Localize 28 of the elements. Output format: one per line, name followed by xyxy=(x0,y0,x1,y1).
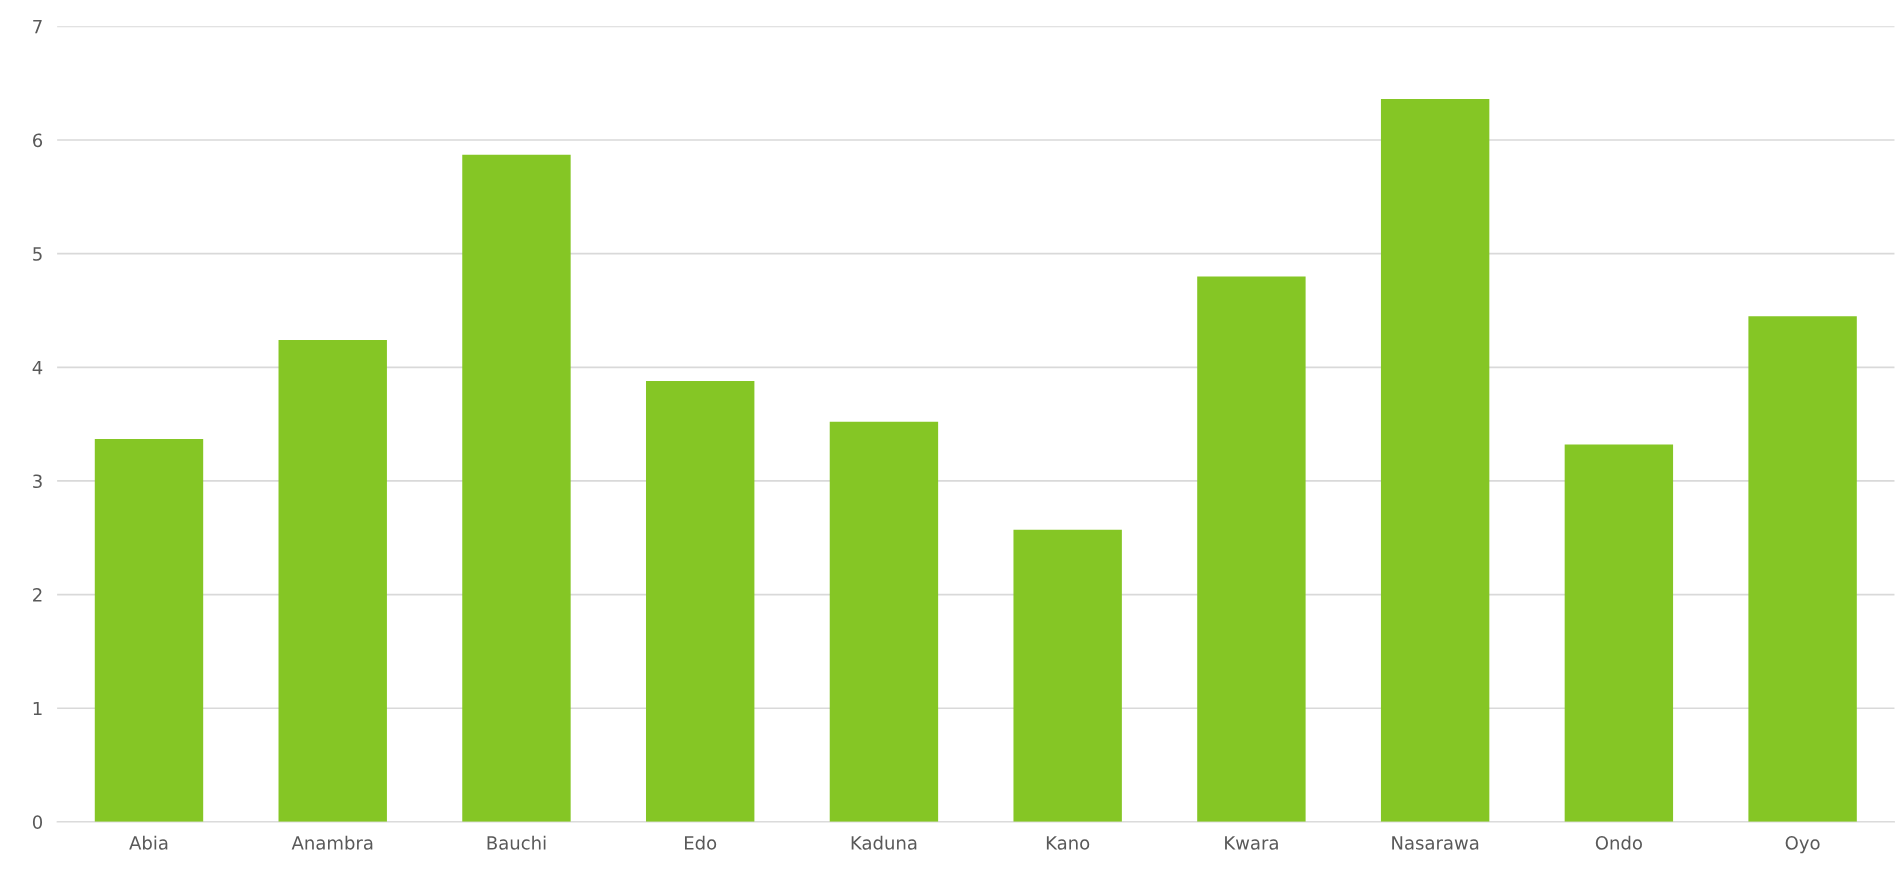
x-tick-label: Oyo xyxy=(1785,836,1820,854)
bar xyxy=(278,340,387,822)
y-tick-label: 3 xyxy=(33,474,42,489)
x-tick-label: Kwara xyxy=(1225,836,1278,850)
x-tick-label: Nasarawa xyxy=(1392,836,1479,850)
y-tick-label: 1 xyxy=(33,701,42,716)
bar xyxy=(462,154,571,822)
bar xyxy=(1013,529,1122,822)
bar xyxy=(1748,316,1857,822)
y-tick-label: 2 xyxy=(33,588,42,602)
x-tick-label: Bauchi xyxy=(487,835,546,850)
x-tick-label: Ondo xyxy=(1595,835,1642,850)
y-tick-label: 7 xyxy=(33,20,42,34)
y-tick-label: 6 xyxy=(33,133,43,148)
bar xyxy=(94,438,204,822)
y-tick-label: 4 xyxy=(32,360,43,375)
bar xyxy=(1564,444,1674,822)
x-tick-label: Kaduna xyxy=(851,835,917,850)
bar xyxy=(829,421,939,822)
y-tick-label: 5 xyxy=(33,247,42,261)
bar xyxy=(1380,99,1490,822)
bar xyxy=(645,380,755,822)
x-tick-label: Abia xyxy=(129,835,168,850)
x-tick-label: Anambra xyxy=(291,835,373,850)
y-tick-label: 0 xyxy=(32,815,43,829)
x-tick-label: Kano xyxy=(1046,836,1090,850)
x-tick-label: Edo xyxy=(685,835,717,850)
bar xyxy=(1197,276,1306,822)
